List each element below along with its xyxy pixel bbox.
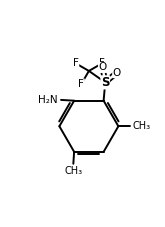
Text: O: O xyxy=(99,62,107,72)
Text: F: F xyxy=(78,79,84,89)
Text: H₂N: H₂N xyxy=(38,95,57,105)
Text: F: F xyxy=(99,58,105,68)
Text: CH₃: CH₃ xyxy=(64,166,82,176)
Text: S: S xyxy=(101,76,109,89)
Text: CH₃: CH₃ xyxy=(133,121,151,131)
Text: F: F xyxy=(73,58,79,68)
Text: O: O xyxy=(113,68,121,78)
